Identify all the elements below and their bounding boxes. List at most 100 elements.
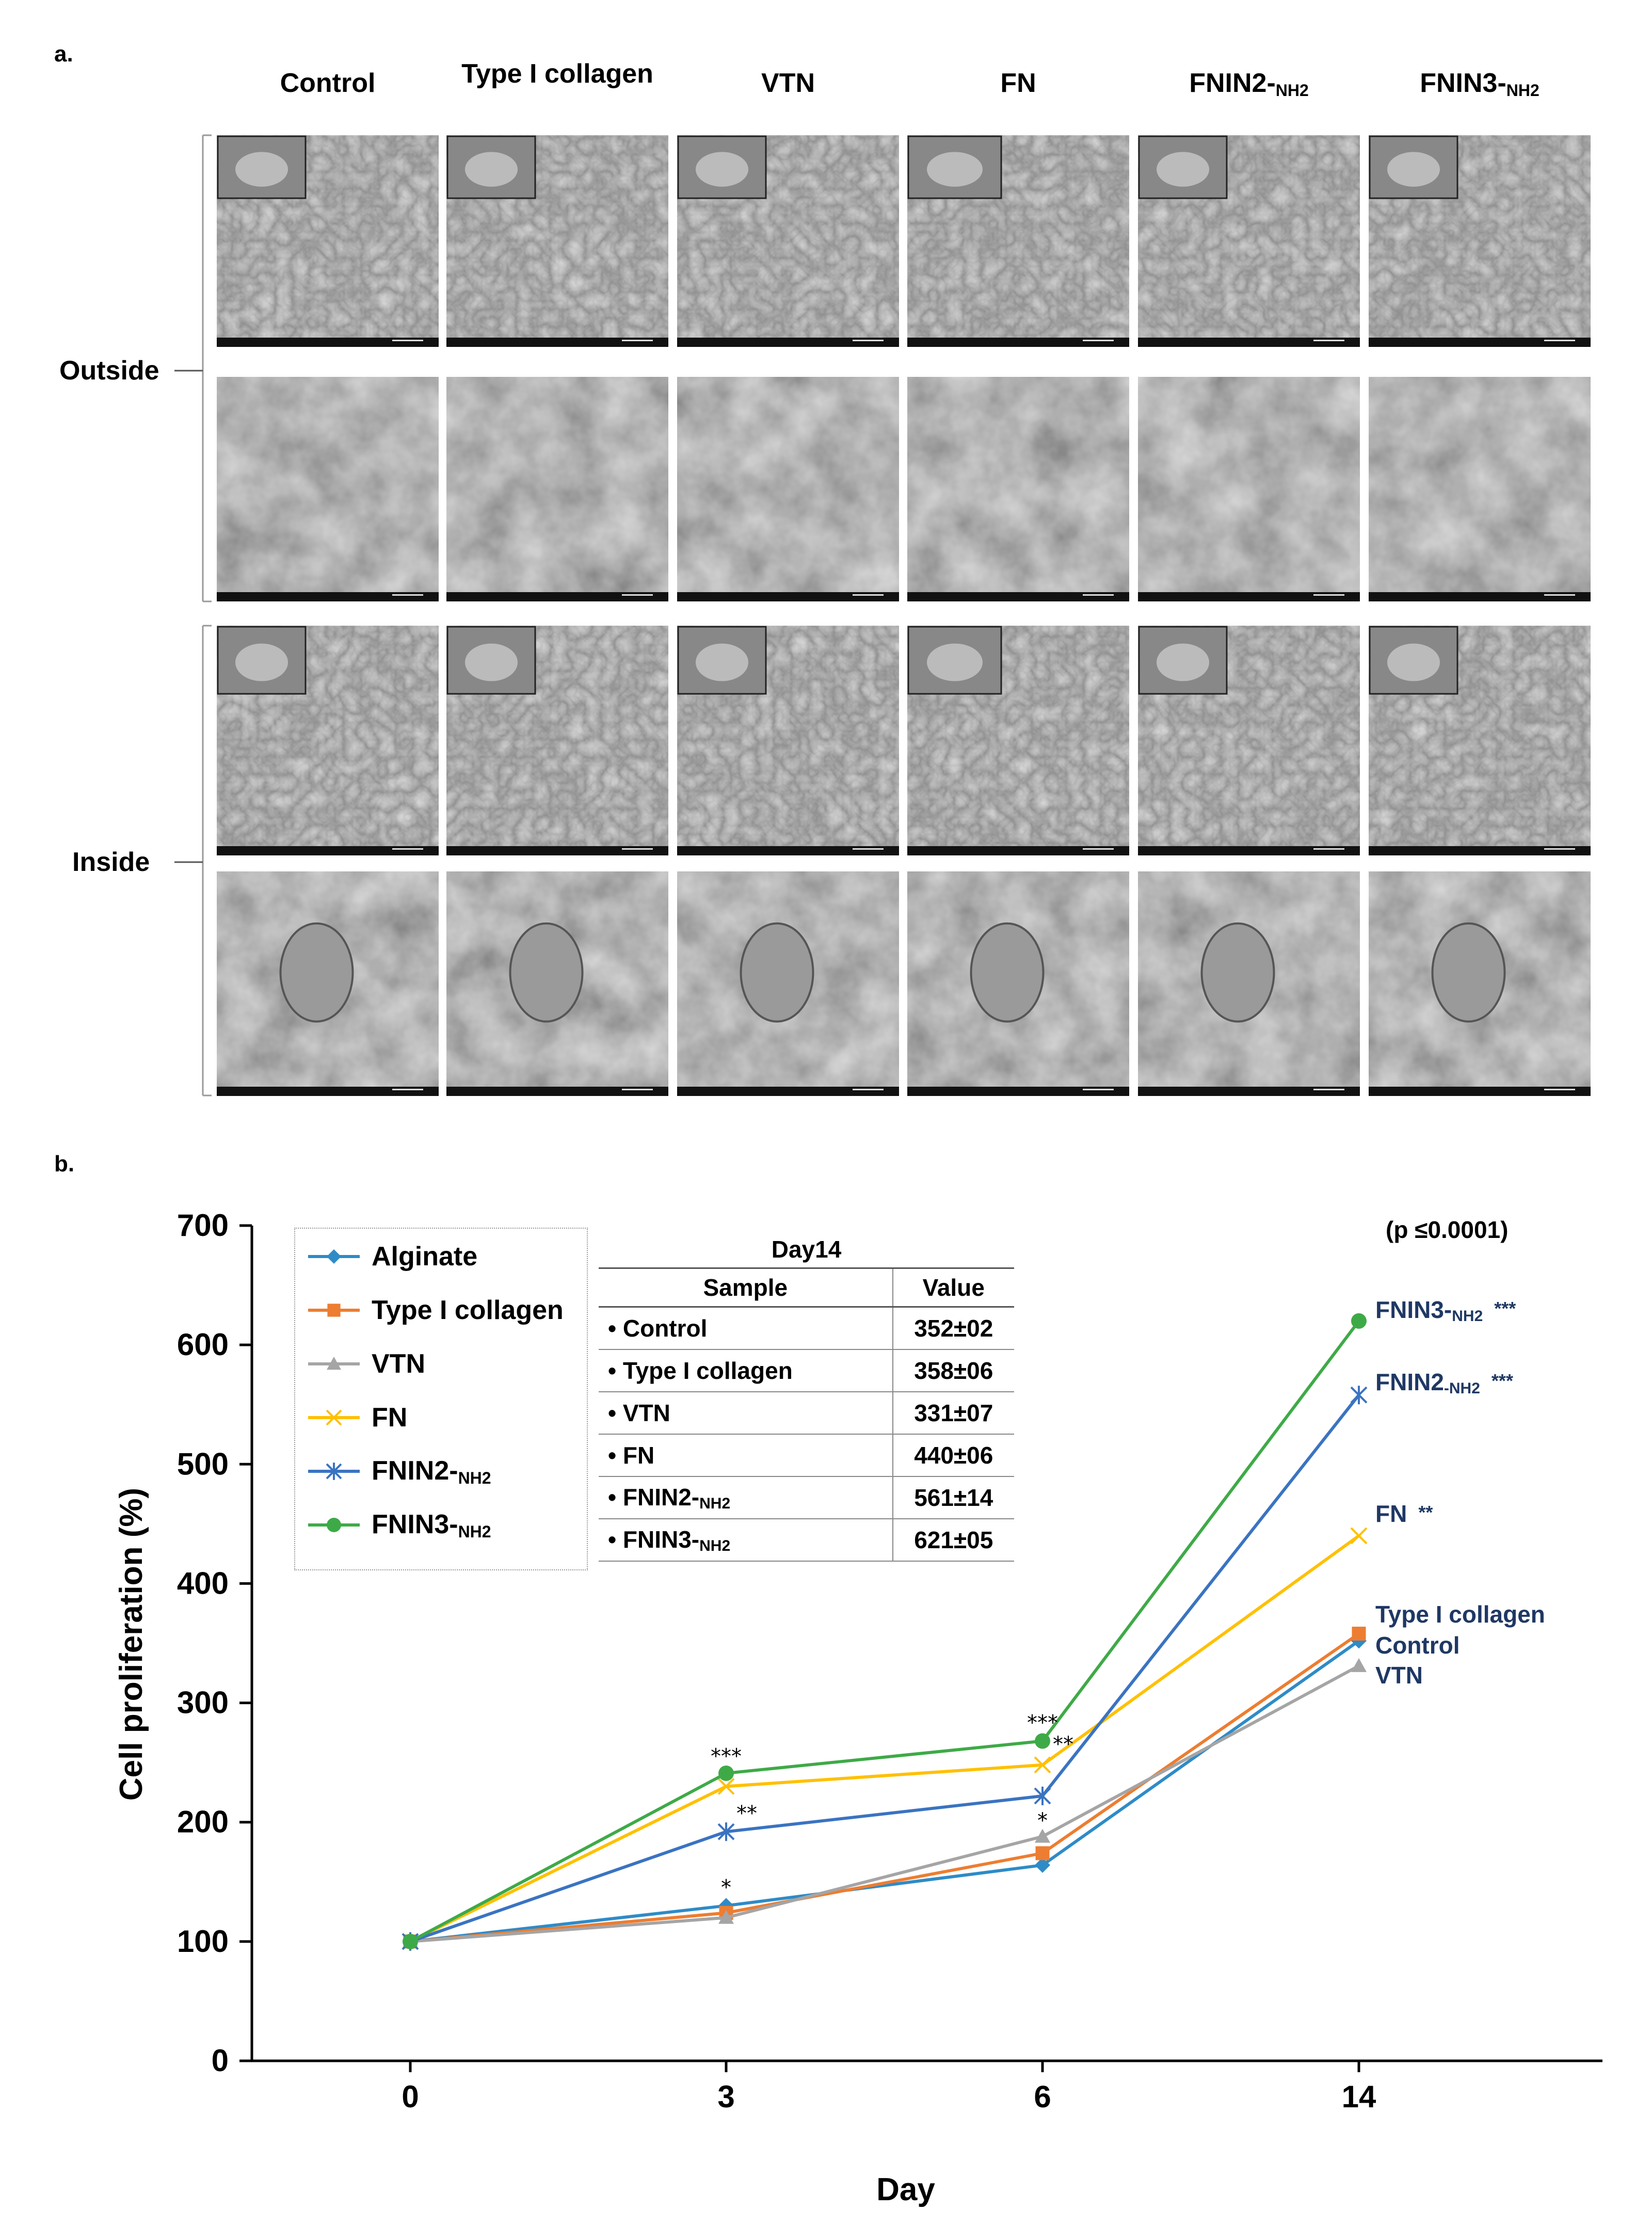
table-sample-4-subscript: NH2 <box>699 1495 731 1512</box>
legend-swatch-4 <box>308 1463 360 1480</box>
legend-item-2: VTN <box>306 1343 425 1385</box>
sem-image-r1-c4 <box>1138 377 1360 601</box>
table-title: Day14 <box>771 1236 842 1263</box>
x-tick-label: 3 <box>717 2079 734 2114</box>
column-header-5-subscript: NH2 <box>1506 81 1539 100</box>
table-sample-5-subscript: NH2 <box>699 1537 731 1554</box>
legend-marker-4 <box>326 1463 342 1480</box>
sem-image-r3-c1 <box>446 871 668 1096</box>
legend-label-4-subscript: NH2 <box>458 1468 491 1487</box>
legend-label-3: FN <box>372 1402 407 1433</box>
data-point-s4-0 <box>402 1932 419 1951</box>
data-point-s0-1 <box>718 1898 734 1914</box>
legend-marker-3 <box>326 1409 342 1426</box>
table-cell-sample: • VTN <box>599 1392 893 1435</box>
table-bullet: • <box>608 1400 623 1426</box>
legend-item-1: Type I collagen <box>306 1290 564 1331</box>
data-point-s1-0 <box>403 1934 418 1949</box>
sem-image-r2-c1 <box>446 626 668 855</box>
series-0 <box>403 1633 1367 1949</box>
series-annotation-0-subscript: NH2 <box>1452 1308 1483 1325</box>
row-label-inside: Inside <box>72 847 150 877</box>
series-annotation-0-text: FNIN3- <box>1375 1296 1452 1323</box>
table-row: • VTN 331±07 <box>599 1392 1014 1435</box>
sem-image-r1-c0 <box>217 377 439 601</box>
pvalue-label: (p ≤0.0001) <box>1386 1216 1509 1243</box>
sem-image-r3-c4 <box>1138 871 1360 1096</box>
table-sample-3-text: FN <box>622 1442 655 1469</box>
legend-label-1: Type I collagen <box>372 1295 564 1326</box>
legend-marker-2 <box>327 1357 341 1370</box>
table-sample-5-text: FNIN3- <box>622 1525 700 1553</box>
significance-label: ** <box>736 1802 757 1825</box>
data-point-s3-2 <box>1034 1756 1051 1774</box>
data-point-s2-0 <box>403 1933 418 1948</box>
significance-label: *** <box>1027 1711 1058 1735</box>
table-cell-value: 561±14 <box>892 1476 1014 1519</box>
y-tick-label: 0 <box>212 2043 229 2078</box>
chart-legend: Alginate Type I collagen VTN FN FNIN2-NH2 FNI… <box>294 1228 588 1570</box>
sem-image-r1-c1 <box>446 377 668 601</box>
y-tick-label: 500 <box>177 1447 229 1481</box>
legend-label-2-text: VTN <box>372 1349 425 1379</box>
series-annotation-1-subscript: -NH2 <box>1444 1380 1480 1397</box>
sem-image-r0-c4 <box>1138 135 1360 347</box>
sem-image-r1-c3 <box>907 377 1129 601</box>
table-bullet: • <box>608 1483 623 1511</box>
table-bullet: • <box>608 1357 623 1384</box>
data-point-s2-3 <box>1351 1658 1367 1672</box>
column-header-3: FN <box>907 67 1129 99</box>
table-bullet: • <box>608 1442 623 1469</box>
data-point-s3-1 <box>717 1777 735 1795</box>
series-annotation-2-text: FN <box>1375 1500 1407 1527</box>
series-annotation-2: FN ** <box>1375 1500 1433 1528</box>
sem-image-r3-c3 <box>907 871 1129 1096</box>
data-point-s5-0 <box>403 1933 418 1949</box>
table-cell-sample: • FNIN2-NH2 <box>599 1476 893 1519</box>
column-header-0-text: Control <box>280 68 376 98</box>
y-tick-label: 100 <box>177 1924 229 1959</box>
table-sample-0-text: Control <box>622 1315 708 1342</box>
legend-item-5: FNIN3-NH2 <box>306 1504 491 1546</box>
legend-item-3: FN <box>306 1397 407 1438</box>
row-bracket-1 <box>202 625 212 1096</box>
series-annotation-1-text: FNIN2 <box>1375 1369 1444 1395</box>
data-point-s2-1 <box>718 1910 734 1924</box>
data-point-s3-3 <box>1350 1527 1368 1545</box>
significance-label: * <box>1037 1809 1048 1833</box>
sem-image-r3-c2 <box>677 871 899 1096</box>
legend-label-3-text: FN <box>372 1403 408 1433</box>
series-3 <box>402 1527 1368 1950</box>
y-axis-title: Cell proliferation (%) <box>114 1488 149 1801</box>
series-line-3 <box>409 1534 1360 1943</box>
legend-label-5-text: FNIN3- <box>372 1509 458 1539</box>
legend-swatch-5 <box>308 1518 360 1532</box>
annotation-stars: *** <box>1494 1298 1516 1319</box>
data-point-s4-1 <box>717 1822 735 1841</box>
day14-table: Day14 Sample Value • Control 352±02 • Type… <box>599 1231 1014 1562</box>
legend-label-0-text: Alginate <box>372 1242 478 1272</box>
table-header-value: Value <box>892 1267 1014 1308</box>
annotation-stars: ** <box>1418 1502 1433 1523</box>
column-header-4-text: FNIN2- <box>1189 68 1276 98</box>
significance-label: * <box>721 1876 731 1900</box>
data-point-s0-3 <box>1351 1633 1367 1649</box>
x-axis-title: Day <box>876 2172 935 2207</box>
legend-label-1-text: Type I collagen <box>372 1295 564 1325</box>
y-tick-label: 200 <box>177 1805 229 1839</box>
legend-label-0: Alginate <box>372 1241 477 1272</box>
legend-label-2: VTN <box>372 1348 425 1379</box>
column-header-5-text: FNIN3- <box>1420 68 1506 98</box>
data-point-s5-3 <box>1351 1313 1367 1329</box>
sem-image-r0-c2 <box>677 135 899 347</box>
table-bullet: • <box>608 1315 623 1342</box>
legend-swatch-1 <box>308 1304 360 1317</box>
sem-image-r1-c5 <box>1369 377 1591 601</box>
series-annotation-3-text: Type I collagen <box>1375 1601 1545 1628</box>
data-point-s4-3 <box>1350 1386 1368 1405</box>
legend-item-4: FNIN2-NH2 <box>306 1451 491 1492</box>
data-point-s0-0 <box>403 1933 418 1949</box>
data-point-s2-2 <box>1035 1829 1050 1843</box>
series-2 <box>403 1658 1367 1948</box>
table-cell-value: 621±05 <box>892 1519 1014 1562</box>
